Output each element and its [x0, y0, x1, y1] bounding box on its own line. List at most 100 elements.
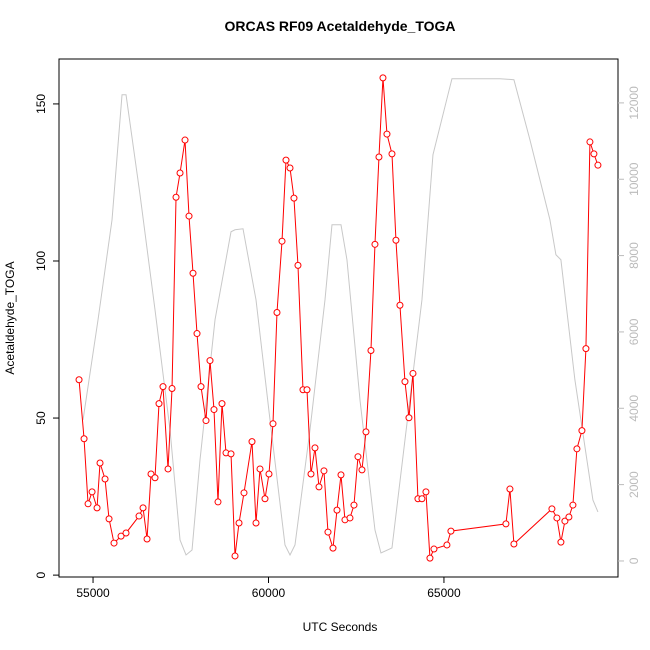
- chart-title: ORCAS RF09 Acetaldehyde_TOGA: [224, 18, 455, 34]
- data-point: [362, 428, 370, 436]
- data-point: [561, 517, 569, 525]
- data-point: [214, 498, 222, 506]
- y2-tick-label: 12000: [627, 86, 641, 120]
- data-point: [573, 445, 581, 453]
- data-point: [557, 538, 565, 546]
- data-point: [594, 161, 602, 169]
- data-point: [75, 376, 83, 384]
- data-point: [401, 378, 409, 386]
- data-point: [586, 138, 594, 146]
- data-point: [510, 540, 518, 548]
- y-tick-label: 50: [34, 411, 48, 425]
- data-point: [430, 545, 438, 553]
- data-point: [84, 500, 92, 508]
- y2-tick-label: 0: [627, 557, 641, 564]
- data-point: [282, 156, 290, 164]
- data-point: [139, 504, 147, 512]
- data-point: [110, 539, 118, 547]
- data-point: [172, 193, 180, 201]
- data-point: [96, 459, 104, 467]
- y-tick-label: 100: [34, 251, 48, 271]
- data-point: [582, 345, 590, 353]
- data-point: [418, 495, 426, 503]
- data-point: [168, 385, 176, 393]
- data-point: [105, 515, 113, 523]
- data-point: [578, 427, 586, 435]
- data-point: [346, 514, 354, 522]
- data-point: [117, 532, 125, 540]
- data-point: [210, 406, 218, 414]
- data-point: [371, 240, 379, 248]
- x-tick-label: 65000: [427, 586, 461, 600]
- y-axis-label: Acetaldehyde_TOGA: [3, 261, 17, 374]
- data-point: [151, 474, 159, 482]
- data-point: [426, 554, 434, 562]
- data-point: [206, 357, 214, 365]
- data-point: [405, 414, 413, 422]
- data-point: [80, 435, 88, 443]
- data-point: [235, 519, 243, 527]
- data-point: [159, 383, 167, 391]
- data-point: [548, 505, 556, 513]
- data-point: [565, 513, 573, 521]
- data-point: [315, 483, 323, 491]
- data-point: [265, 470, 273, 478]
- data-point: [252, 519, 260, 527]
- data-point: [354, 453, 362, 461]
- x-tick-label: 60000: [252, 586, 286, 600]
- data-point: [135, 512, 143, 520]
- y2-tick-label: 10000: [627, 162, 641, 196]
- data-point: [185, 212, 193, 220]
- data-point: [256, 465, 264, 473]
- data-point: [88, 488, 96, 496]
- data-point: [164, 465, 172, 473]
- data-point: [506, 485, 514, 493]
- data-point: [273, 309, 281, 317]
- data-point: [383, 130, 391, 138]
- data-point: [290, 194, 298, 202]
- data-point: [269, 420, 277, 428]
- data-point: [396, 301, 404, 309]
- data-point: [181, 136, 189, 144]
- data-point: [197, 383, 205, 391]
- data-point: [122, 529, 130, 537]
- data-point: [320, 467, 328, 475]
- data-point: [155, 400, 163, 408]
- data-point: [240, 489, 248, 497]
- data-point: [409, 369, 417, 377]
- data-point: [358, 466, 366, 474]
- data-point: [324, 528, 332, 536]
- data-point: [261, 495, 269, 503]
- data-point: [231, 552, 239, 560]
- y2-tick-label: 8000: [627, 242, 641, 269]
- data-point: [227, 450, 235, 458]
- data-point: [202, 417, 210, 425]
- data-point: [218, 400, 226, 408]
- data-point: [569, 501, 577, 509]
- data-point: [388, 150, 396, 158]
- series-line: [82, 78, 599, 557]
- plot-box: [58, 58, 619, 578]
- data-point: [93, 504, 101, 512]
- data-point: [333, 506, 341, 514]
- x-tick-label: 55000: [76, 586, 110, 600]
- data-point: [553, 514, 561, 522]
- data-point: [447, 527, 455, 535]
- data-point: [176, 169, 184, 177]
- data-point: [286, 164, 294, 172]
- data-point: [329, 544, 337, 552]
- data-point: [193, 330, 201, 338]
- data-point: [379, 74, 387, 82]
- data-point: [422, 488, 430, 496]
- y2-tick-label: 6000: [627, 318, 641, 345]
- data-point: [143, 535, 151, 543]
- series-line: [78, 77, 599, 559]
- data-point: [189, 269, 197, 277]
- data-point: [443, 541, 451, 549]
- data-point: [502, 520, 510, 528]
- data-point: [101, 475, 109, 483]
- y2-tick-label: 2000: [627, 471, 641, 498]
- data-point: [375, 153, 383, 161]
- data-point: [337, 471, 345, 479]
